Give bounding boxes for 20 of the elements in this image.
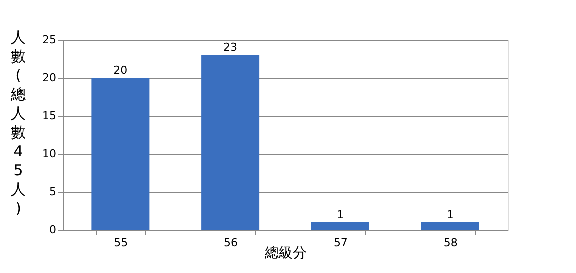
data-label: 20 bbox=[114, 64, 128, 77]
x-tick-label: 55 bbox=[114, 236, 128, 250]
text: 人數(總人數45人) bbox=[11, 28, 26, 218]
bar bbox=[92, 78, 150, 230]
x-tick-label: 56 bbox=[224, 236, 238, 250]
y-tick-label: 5 bbox=[50, 186, 56, 198]
y-tick-label: 20 bbox=[42, 72, 56, 84]
y-tick-label: 10 bbox=[42, 148, 56, 160]
x-tick-label: 58 bbox=[444, 236, 458, 250]
data-label: 23 bbox=[224, 41, 238, 54]
bar bbox=[421, 222, 480, 230]
x-axis-title: 總級分 bbox=[264, 246, 307, 262]
y-tick-label: 15 bbox=[42, 110, 56, 122]
y-tick-label: 0 bbox=[50, 224, 56, 236]
data-label: 1 bbox=[446, 208, 454, 222]
y-tick-label: 25 bbox=[42, 34, 56, 46]
x-tick-label: 57 bbox=[334, 236, 348, 250]
data-label: 1 bbox=[336, 208, 344, 222]
bar bbox=[202, 55, 260, 230]
bar bbox=[311, 222, 370, 230]
